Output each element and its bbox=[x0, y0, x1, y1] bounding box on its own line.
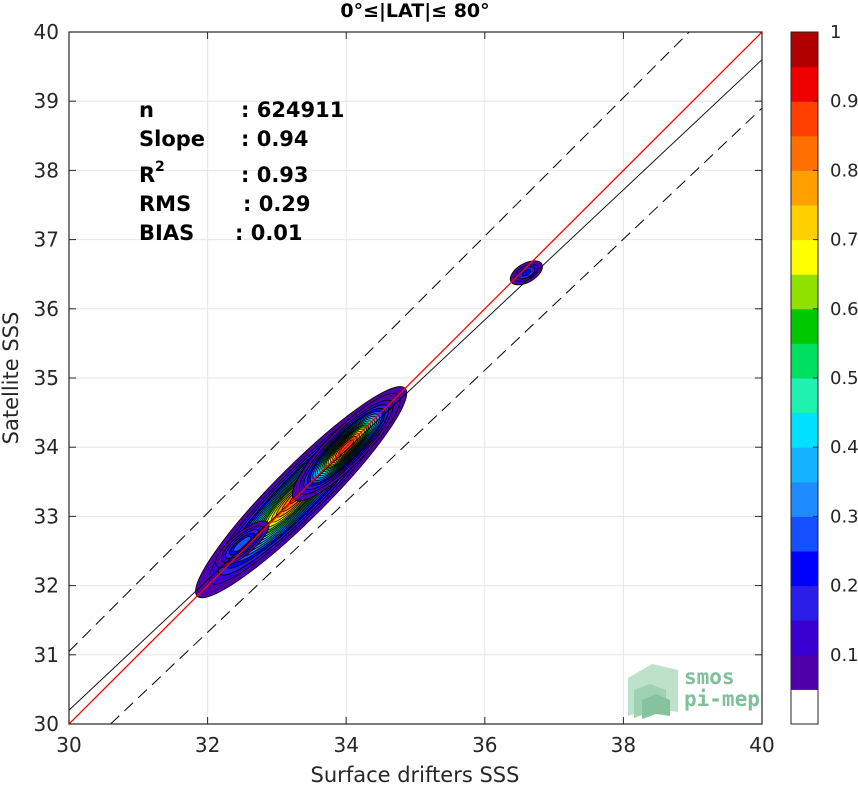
y-tick-label: 37 bbox=[34, 228, 59, 252]
colorbar-segment bbox=[791, 343, 818, 379]
y-tick-label: 30 bbox=[34, 712, 59, 736]
colorbar-segment bbox=[791, 447, 818, 483]
colorbar-tick-label: 0.3 bbox=[830, 506, 858, 527]
x-tick-label: 38 bbox=[611, 733, 636, 757]
stat-n-value: : 624911 bbox=[241, 98, 344, 122]
stat-n-label: n bbox=[139, 98, 154, 122]
chart-title: 0°≤|LAT|≤ 80° bbox=[340, 0, 489, 22]
y-tick-label: 38 bbox=[34, 158, 59, 182]
colorbar-segment bbox=[791, 135, 818, 171]
stat-r2-value: : 0.93 bbox=[241, 163, 309, 187]
smos-pimep-logo: smos pi-mep bbox=[628, 664, 760, 719]
y-tick-label: 40 bbox=[34, 20, 59, 44]
y-tick-label: 33 bbox=[34, 504, 59, 528]
colorbar-tick-label: 0.7 bbox=[830, 230, 858, 251]
colorbar: 0.1 0.2 0.3 0.4 0.5 0.6 0.7 0.8 0.9 1 bbox=[790, 22, 858, 725]
logo-line2: pi-mep bbox=[684, 687, 760, 711]
colorbar-tick-label: 0.8 bbox=[830, 160, 858, 181]
stat-rms-label: RMS bbox=[139, 192, 191, 216]
colorbar-segment bbox=[791, 481, 818, 517]
colorbar-tick-label: 0.1 bbox=[830, 645, 858, 666]
logo-line1: smos bbox=[684, 665, 735, 689]
colorbar-tick-label: 0.5 bbox=[830, 368, 858, 389]
upper-bound-line bbox=[69, 32, 690, 652]
x-tick-label: 40 bbox=[749, 733, 774, 757]
regression-line bbox=[69, 59, 762, 711]
colorbar-segment bbox=[791, 654, 818, 690]
stat-slope-label: Slope bbox=[139, 127, 205, 151]
stat-r2-label: R bbox=[139, 163, 155, 187]
stat-slope-value: : 0.94 bbox=[241, 127, 309, 151]
identity-line bbox=[69, 32, 762, 724]
density-cluster bbox=[215, 520, 270, 568]
colorbar-segment bbox=[791, 66, 818, 102]
colorbar-segment bbox=[791, 101, 818, 137]
y-axis-ticks: 30 31 32 33 34 35 36 37 38 39 40 bbox=[34, 20, 762, 736]
colorbar-segment bbox=[791, 274, 818, 310]
y-tick-label: 39 bbox=[34, 89, 59, 113]
colorbar-segment bbox=[791, 620, 818, 656]
density-contour-level bbox=[521, 269, 531, 277]
colorbar-tick-label: 0.2 bbox=[830, 576, 858, 597]
colorbar-segment bbox=[791, 170, 818, 206]
colorbar-tick-label: 0.4 bbox=[830, 437, 858, 458]
x-tick-label: 30 bbox=[56, 733, 81, 757]
x-tick-label: 32 bbox=[195, 733, 220, 757]
y-tick-label: 35 bbox=[34, 366, 59, 390]
y-axis-label: Satellite SSS bbox=[0, 312, 23, 445]
stat-r2-sup: 2 bbox=[155, 159, 165, 175]
density-contour-level bbox=[233, 536, 252, 552]
stats-block: n : 624911 Slope : 0.94 R 2 : 0.93 RMS :… bbox=[139, 98, 344, 245]
colorbar-segment bbox=[791, 516, 818, 552]
colorbar-segment bbox=[791, 585, 818, 621]
x-axis-ticks: 30 32 34 36 38 40 bbox=[56, 32, 775, 757]
x-tick-label: 34 bbox=[333, 733, 358, 757]
colorbar-segment bbox=[791, 378, 818, 414]
stat-bias-value: : 0.01 bbox=[235, 221, 303, 245]
logo-waves-icon bbox=[628, 664, 678, 719]
colorbar-segment bbox=[791, 412, 818, 448]
y-tick-label: 32 bbox=[34, 574, 59, 598]
lower-bound-line bbox=[110, 107, 762, 724]
x-tick-label: 36 bbox=[472, 733, 497, 757]
y-tick-label: 31 bbox=[34, 643, 59, 667]
x-axis-label: Surface drifters SSS bbox=[311, 763, 520, 786]
colorbar-segment bbox=[791, 239, 818, 275]
stat-bias-label: BIAS bbox=[139, 221, 194, 245]
colorbar-tick-label: 1 bbox=[830, 22, 841, 43]
colorbar-segment bbox=[791, 308, 818, 344]
colorbar-tick-label: 0.9 bbox=[830, 91, 858, 112]
density-cluster bbox=[509, 260, 543, 286]
colorbar-segment bbox=[791, 32, 818, 68]
colorbar-tick-label: 0.6 bbox=[830, 299, 858, 320]
stat-rms-value: : 0.29 bbox=[243, 192, 311, 216]
colorbar-segment bbox=[791, 551, 818, 587]
y-tick-label: 36 bbox=[34, 297, 59, 321]
colorbar-segment bbox=[791, 689, 818, 725]
y-tick-label: 34 bbox=[34, 435, 59, 459]
colorbar-segment bbox=[791, 205, 818, 241]
reference-lines bbox=[69, 32, 762, 724]
